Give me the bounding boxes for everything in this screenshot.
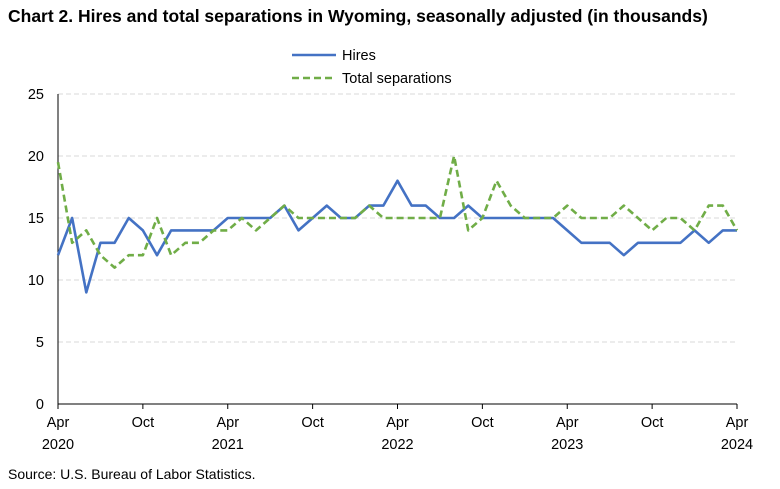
y-tick-label: 15 [28, 211, 44, 227]
y-tick-label: 20 [28, 149, 44, 165]
y-tick-label: 0 [36, 397, 44, 413]
x-tick-year-label: 2020 [42, 437, 74, 453]
legend: Hires Total separations [292, 48, 452, 87]
x-tick-month-label: Apr [47, 415, 70, 431]
x-tick-month-label: Apr [216, 415, 239, 431]
x-tick-year-label: 2023 [551, 437, 583, 453]
chart-title: Chart 2. Hires and total separations in … [8, 6, 708, 26]
series-line-total-separations [56, 154, 739, 269]
x-tick-year-label: 2021 [212, 437, 244, 453]
y-tick-label: 10 [28, 273, 44, 289]
x-tick-year-label: 2022 [381, 437, 413, 453]
x-tick-month-label: Oct [132, 415, 155, 431]
legend-label: Total separations [342, 71, 452, 87]
series-line-hires [56, 179, 737, 294]
y-tick-label: 25 [28, 87, 44, 103]
source-note: Source: U.S. Bureau of Labor Statistics. [8, 466, 256, 482]
x-tick-month-label: Oct [641, 415, 664, 431]
y-tick-label: 5 [36, 335, 44, 351]
x-tick-month-label: Oct [301, 415, 324, 431]
x-tick-month-label: Apr [556, 415, 579, 431]
axes: 0 5 10 15 20 25 Apr 2020 Oct Apr 2021 Oct Apr 2022 Oct… [28, 87, 753, 453]
x-tick-year-label: 2024 [721, 437, 753, 453]
series-lines [56, 154, 739, 294]
x-tick-month-label: Apr [726, 415, 749, 431]
x-tick-month-label: Apr [386, 415, 409, 431]
legend-label: Hires [342, 48, 376, 64]
x-tick-month-label: Oct [471, 415, 494, 431]
